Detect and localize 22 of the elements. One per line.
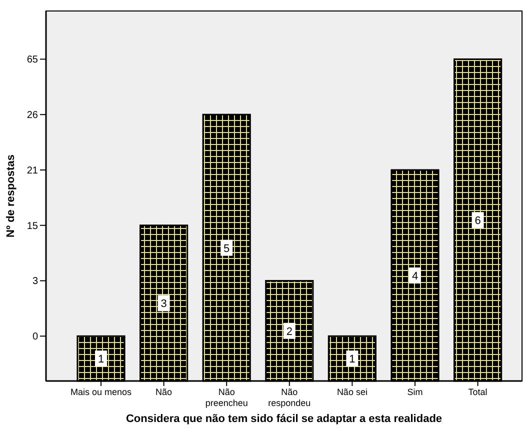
x-tick-label: Não preencheu	[205, 387, 248, 408]
x-tick-label: Total	[468, 387, 488, 397]
data-label: 6	[474, 215, 481, 228]
data-label: 2	[286, 326, 292, 338]
text: 26	[26, 110, 38, 122]
x-tick-label: Mais ou menos	[70, 387, 132, 397]
text: 21	[26, 165, 38, 176]
text: 3	[32, 276, 38, 288]
data-label: 1	[349, 354, 356, 366]
data-label: 3	[160, 298, 167, 310]
x-tick-label: Não sei	[336, 387, 368, 397]
x-tick-label: Não respondeu	[268, 387, 311, 408]
y-axis-title: Nº de respostas	[5, 154, 17, 238]
data-label: 5	[224, 242, 230, 255]
text: 0	[32, 332, 38, 343]
x-tick-label: Não	[156, 387, 172, 397]
x-tick-label: Sim	[407, 387, 423, 397]
data-label: 4	[412, 270, 418, 282]
text: 15	[26, 220, 38, 232]
data-label: 1	[98, 354, 104, 366]
text: 65	[26, 54, 38, 66]
x-axis-title: Considera que não tem sido fácil se adaptar a esta realidade	[126, 413, 442, 425]
